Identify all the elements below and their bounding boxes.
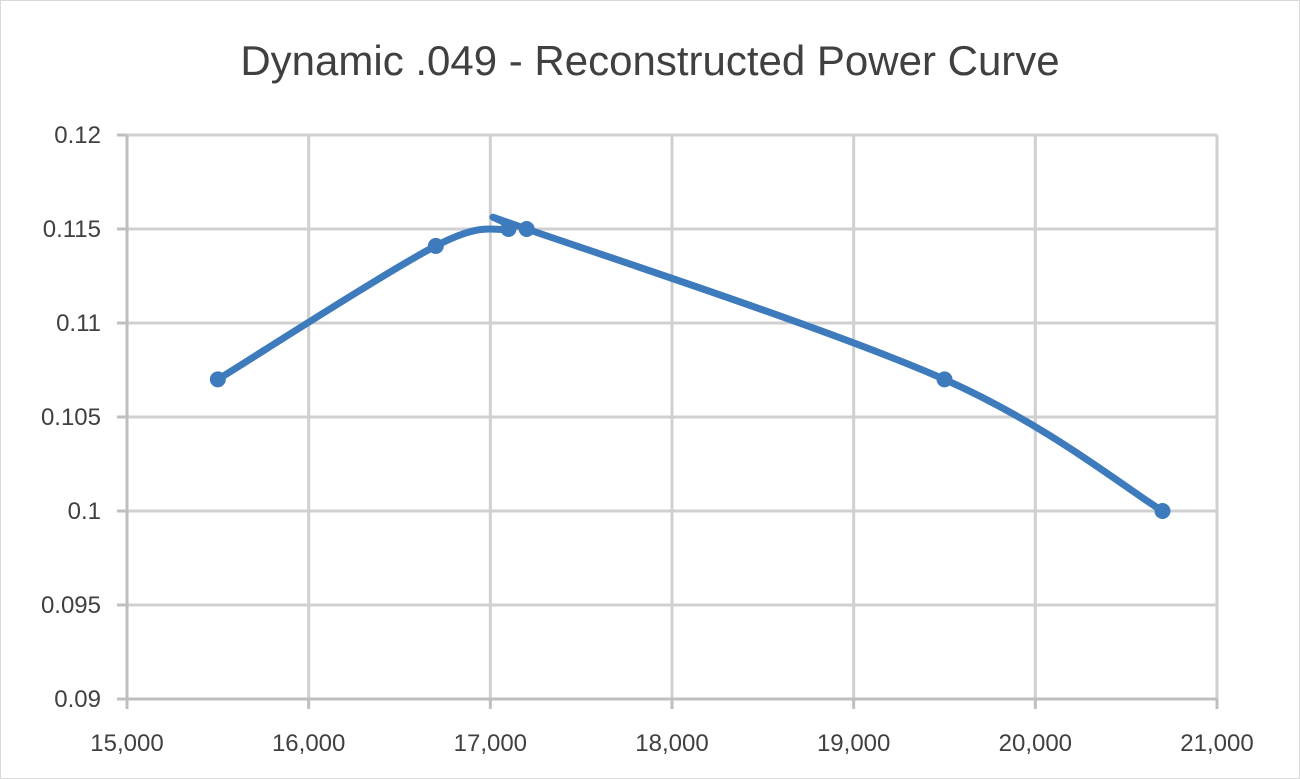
grid [127,133,1219,699]
series-line [214,213,1166,515]
y-tick-label: 0.1 [68,498,101,525]
y-tick-label: 0.105 [41,404,101,431]
y-tick-label: 0.115 [43,216,101,243]
data-point [518,221,535,237]
x-tick-label: 19,000 [817,730,890,757]
y-tick-label: 0.09 [54,686,101,713]
x-tick-label: 17,000 [454,730,527,757]
y-tick-label: 0.095 [41,592,101,619]
x-tick-label: 15,000 [90,730,163,757]
axes [117,133,1219,709]
x-tick-label: 21,000 [1180,730,1253,757]
data-point [500,221,517,237]
data-point [209,371,226,388]
tick-labels: 0.09 0.095 0.1 0.105 0.11 0.115 0.12 15,000 16,0… [41,122,1254,757]
series-layer [209,213,1171,519]
x-tick-label: 20,000 [999,730,1072,757]
x-tick-label: 18,000 [635,730,708,757]
chart-title: Dynamic .049 - Reconstructed Power Curve [240,37,1060,84]
x-tick-label: 16,000 [272,730,345,757]
y-tick-label: 0.12 [54,122,101,149]
data-point [427,237,444,254]
data-point [936,371,953,388]
data-point [1154,503,1171,519]
y-tick-label: 0.11 [56,310,101,337]
